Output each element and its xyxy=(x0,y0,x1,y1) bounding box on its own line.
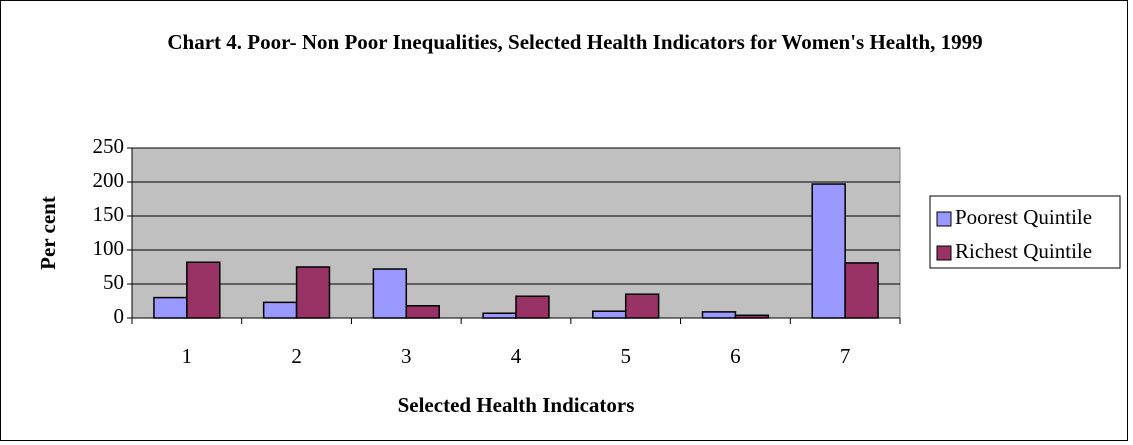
bar xyxy=(734,314,770,319)
y-tick-label: 50 xyxy=(103,270,124,294)
plot-area xyxy=(131,147,901,319)
bar xyxy=(295,266,331,319)
y-tick-label: 0 xyxy=(114,304,125,328)
bar xyxy=(186,261,221,319)
x-tick-label: 6 xyxy=(730,344,741,368)
bar xyxy=(372,268,408,319)
x-tick-label: 5 xyxy=(620,344,631,368)
chart-title: Chart 4. Poor- Non Poor Inequalities, Se… xyxy=(167,30,983,54)
bar xyxy=(844,262,879,319)
x-tick-label: 1 xyxy=(182,344,193,368)
bar xyxy=(153,296,188,319)
x-tick-label: 3 xyxy=(401,344,412,368)
bar xyxy=(515,295,550,319)
legend-swatch xyxy=(936,211,952,227)
y-tick-label: 150 xyxy=(93,202,125,226)
bar xyxy=(482,312,517,319)
bar xyxy=(262,301,298,319)
bar xyxy=(405,305,440,319)
y-tick-label: 100 xyxy=(93,236,125,260)
bar xyxy=(701,311,737,319)
legend-label: Richest Quintile xyxy=(955,239,1092,263)
bar xyxy=(592,310,627,319)
legend-box xyxy=(929,195,1121,269)
x-tick-label: 4 xyxy=(511,344,522,368)
x-tick-label: 2 xyxy=(291,344,302,368)
x-tick-label: 7 xyxy=(840,344,851,368)
legend-label: Poorest Quintile xyxy=(955,205,1092,229)
bar xyxy=(624,293,660,319)
y-tick-label: 250 xyxy=(93,134,125,158)
y-tick-label: 200 xyxy=(93,168,125,192)
bar xyxy=(811,183,846,319)
x-axis-label: Selected Health Indicators xyxy=(398,393,635,417)
y-axis-label: Per cent xyxy=(36,196,60,270)
legend-swatch xyxy=(936,245,952,261)
